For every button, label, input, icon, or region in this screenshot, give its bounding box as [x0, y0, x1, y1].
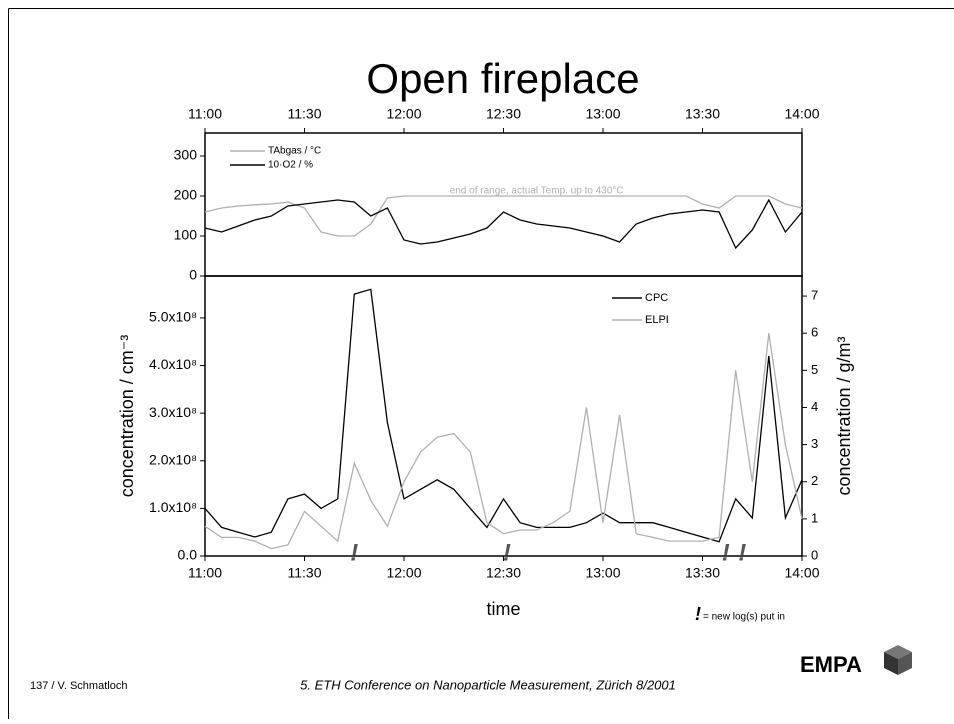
log-marker-note: = new log(s) put in: [703, 612, 785, 623]
y2-tick-label: 6: [811, 325, 818, 340]
x-tick-label: 13:30: [685, 565, 720, 581]
y-tick-label: 0: [189, 267, 197, 283]
x-tick-label: 12:30: [486, 565, 521, 581]
footer-left: 137 / V. Schmatloch: [30, 680, 127, 692]
logo: EMPA: [800, 652, 862, 677]
y2-tick-label: 7: [811, 287, 818, 302]
legend-label: CPC: [645, 292, 668, 304]
x-tick-label: 12:30: [486, 106, 521, 122]
y-tick-label: 5.0x10⁸: [149, 309, 197, 325]
legend-label: 10·O2 / %: [268, 160, 313, 171]
plot-frame: [204, 275, 803, 557]
y-tick-label: 3.0x10⁸: [149, 404, 197, 420]
x-tick-label: 11:00: [188, 106, 222, 122]
log-marker: !: [350, 539, 358, 566]
x-tick-label: 13:00: [585, 106, 620, 122]
y2-tick-label: 1: [811, 510, 818, 525]
x-tick-label: 13:00: [585, 565, 620, 581]
footer-center: 5. ETH Conference on Nanoparticle Measur…: [300, 677, 676, 692]
y-tick-label: 2.0x10⁸: [149, 451, 197, 467]
annotation: end of range, actual Temp. up to 430°C: [450, 185, 624, 196]
y2-tick-label: 2: [811, 473, 818, 488]
x-tick-label: 11:30: [288, 565, 322, 581]
y2-tick-label: 3: [811, 436, 818, 451]
data-line: [204, 198, 803, 250]
x-axis-label: time: [486, 599, 520, 619]
y-tick-label: 200: [174, 187, 198, 203]
legend-label: ELPI: [645, 314, 669, 326]
data-line: [204, 195, 803, 237]
y-axis-label: concentration / cm⁻³: [117, 335, 137, 498]
legend-label: TAbgas / °C: [268, 146, 321, 157]
y2-tick-label: 4: [811, 399, 818, 414]
y2-tick-label: 5: [811, 362, 818, 377]
log-marker: !: [738, 539, 746, 566]
log-marker-key: !: [695, 604, 701, 624]
y-tick-label: 100: [174, 227, 198, 243]
y-tick-label: 4.0x10⁸: [149, 356, 197, 372]
y-tick-label: 300: [174, 147, 198, 163]
log-marker: !: [722, 539, 730, 566]
x-tick-label: 14:00: [784, 565, 819, 581]
data-line: [204, 333, 803, 550]
log-marker: !: [503, 539, 511, 566]
y-tick-label: 0.0: [178, 547, 198, 563]
x-tick-label: 11:00: [188, 565, 222, 581]
x-tick-label: 14:00: [784, 106, 819, 122]
y2-tick-label: 0: [811, 547, 818, 562]
x-tick-label: 13:30: [685, 106, 720, 122]
x-tick-label: 12:00: [386, 106, 421, 122]
logo-cube: [884, 645, 912, 675]
data-line: [204, 288, 803, 543]
x-tick-label: 12:00: [386, 565, 421, 581]
y2-axis-label: concentration / g/m³: [834, 336, 854, 495]
slide-title: Open fireplace: [366, 55, 639, 102]
y-tick-label: 1.0x10⁸: [149, 499, 197, 515]
x-tick-label: 11:30: [288, 106, 322, 122]
